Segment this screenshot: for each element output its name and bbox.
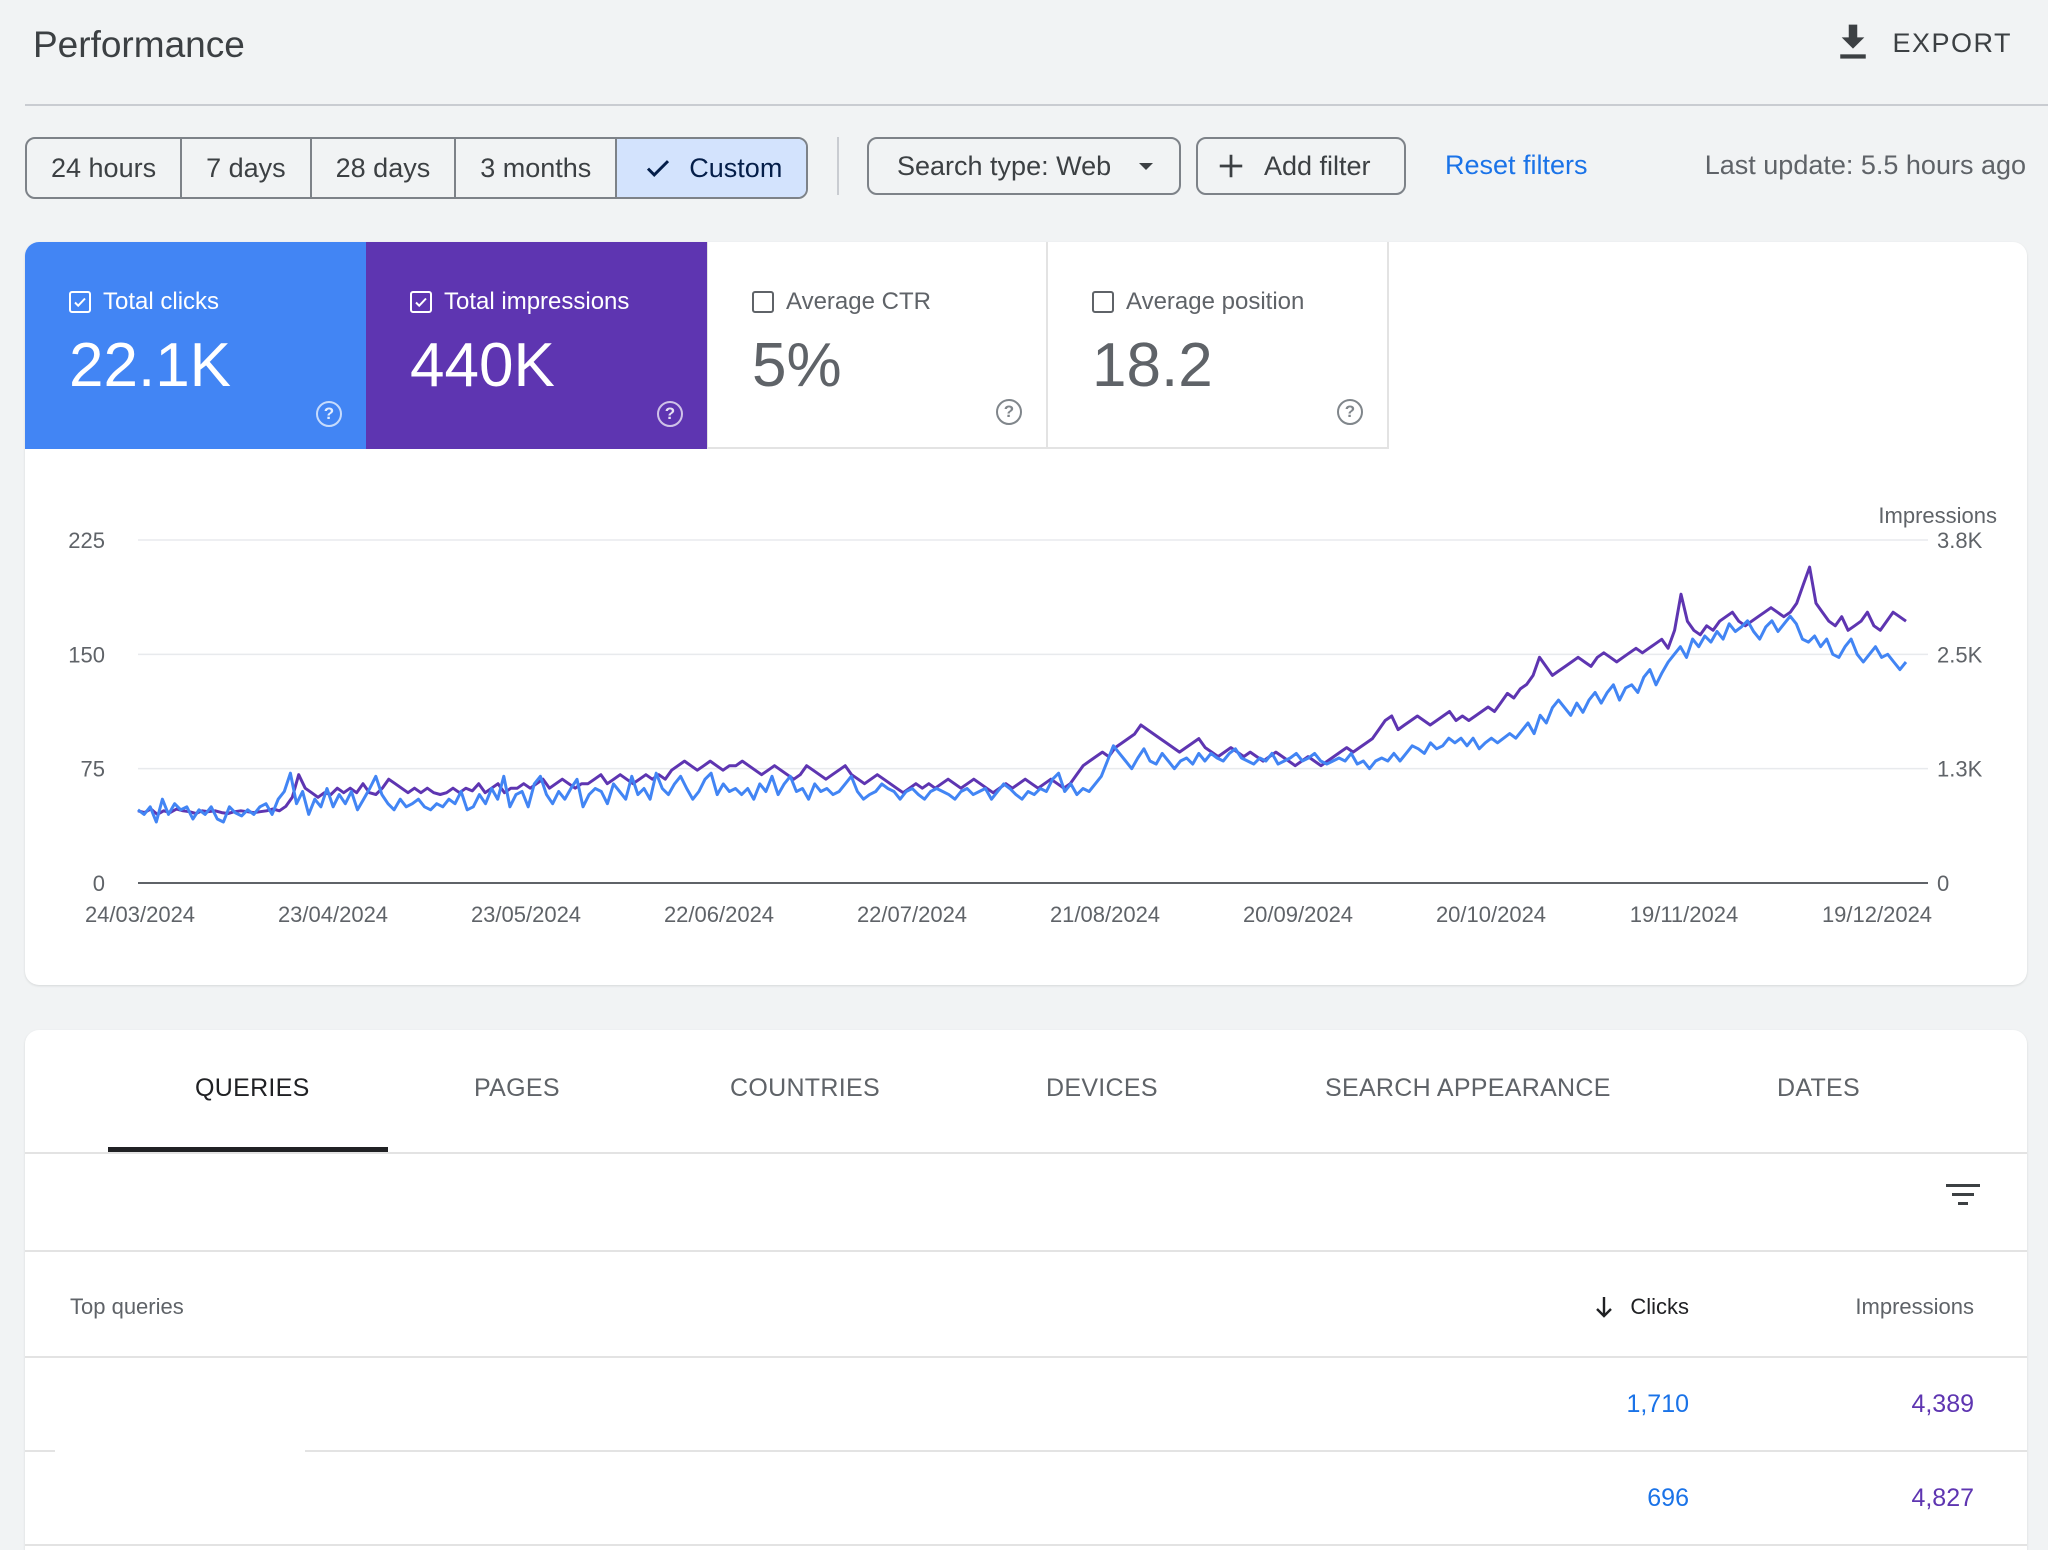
metric-name: Total impressions bbox=[444, 288, 630, 315]
range-28-days[interactable]: 28 days bbox=[312, 139, 457, 197]
export-label: EXPORT bbox=[1892, 27, 2012, 58]
range-3-months[interactable]: 3 months bbox=[456, 139, 618, 197]
right-tick-label: 0 bbox=[1937, 871, 1949, 896]
range-7-days[interactable]: 7 days bbox=[182, 139, 312, 197]
right-axis-title: Impressions bbox=[1878, 503, 1997, 528]
metric-value: 440K bbox=[410, 331, 555, 400]
column-impressions[interactable]: Impressions bbox=[1855, 1294, 1974, 1319]
metric-label: Total clicks bbox=[69, 288, 219, 316]
arrow-down-icon bbox=[1596, 1297, 1613, 1318]
x-tick-label: 22/07/2024 bbox=[857, 902, 967, 927]
active-tab-indicator bbox=[108, 1147, 388, 1152]
range-label: 3 months bbox=[480, 152, 592, 183]
export-button[interactable]: EXPORT bbox=[1836, 24, 2012, 62]
performance-line-chart: 00751.3K1502.5K2253.8KClicksImpressions2… bbox=[25, 449, 2027, 985]
metric-total-clicks[interactable]: Total clicks 22.1K ? bbox=[25, 242, 366, 449]
help-icon[interactable]: ? bbox=[996, 399, 1022, 425]
table-row[interactable]: 696 4,827 bbox=[25, 1452, 2027, 1546]
date-range-selector: 24 hours 7 days 28 days 3 months Custom bbox=[25, 137, 809, 199]
row-impressions: 4,827 bbox=[1911, 1484, 1974, 1512]
range-label: Custom bbox=[689, 152, 783, 183]
search-type-label: Search type: Web bbox=[897, 150, 1112, 181]
reset-filters-link[interactable]: Reset filters bbox=[1445, 150, 1588, 180]
last-update-text: Last update: 5.5 hours ago bbox=[1704, 150, 2026, 180]
tab-queries[interactable]: QUERIES bbox=[195, 1074, 310, 1102]
table-toolbar bbox=[25, 1152, 2027, 1252]
checkbox-checked-icon[interactable] bbox=[410, 291, 432, 313]
column-clicks[interactable]: Clicks bbox=[1592, 1294, 1689, 1320]
range-label: 7 days bbox=[206, 152, 286, 183]
metric-value: 18.2 bbox=[1092, 331, 1213, 400]
right-tick-label: 3.8K bbox=[1937, 528, 1983, 553]
x-tick-label: 22/06/2024 bbox=[664, 902, 774, 927]
tab-pages[interactable]: PAGES bbox=[474, 1074, 560, 1102]
column-top-queries[interactable]: Top queries bbox=[70, 1294, 184, 1319]
download-icon bbox=[1840, 24, 1867, 59]
checkbox-unchecked-icon[interactable] bbox=[1092, 291, 1114, 313]
help-icon[interactable]: ? bbox=[1337, 399, 1363, 425]
page-header: Performance EXPORT bbox=[25, 0, 2048, 106]
chart-svg: 00751.3K1502.5K2253.8KClicksImpressions2… bbox=[68, 503, 1997, 927]
range-24-hours[interactable]: 24 hours bbox=[27, 139, 183, 197]
caret-down-icon bbox=[1139, 162, 1154, 170]
metric-label: Total impressions bbox=[410, 288, 629, 316]
filter-list-icon[interactable] bbox=[1945, 1180, 1981, 1210]
tab-search-appearance[interactable]: SEARCH APPEARANCE bbox=[1325, 1074, 1611, 1102]
metric-name: Average CTR bbox=[786, 288, 931, 315]
add-filter-label: Add filter bbox=[1264, 150, 1371, 181]
metric-name: Total clicks bbox=[103, 288, 220, 315]
metric-average-ctr[interactable]: Average CTR 5% ? bbox=[707, 242, 1048, 449]
help-icon[interactable]: ? bbox=[657, 401, 683, 427]
checkmark-icon bbox=[647, 160, 670, 177]
x-tick-label: 23/05/2024 bbox=[471, 902, 581, 927]
column-clicks-label: Clicks bbox=[1630, 1294, 1689, 1319]
dimension-table-card: QUERIES PAGES COUNTRIES DEVICES SEARCH A… bbox=[25, 1030, 2027, 1550]
x-tick-label: 21/08/2024 bbox=[1050, 902, 1160, 927]
tab-devices[interactable]: DEVICES bbox=[1046, 1074, 1158, 1102]
metric-label: Average CTR bbox=[752, 288, 931, 316]
checkbox-unchecked-icon[interactable] bbox=[752, 291, 774, 313]
add-filter-button[interactable]: Add filter bbox=[1196, 137, 1406, 195]
table-row[interactable]: 1,710 4,389 bbox=[25, 1358, 2027, 1452]
metric-value: 5% bbox=[752, 331, 842, 400]
help-icon[interactable]: ? bbox=[316, 401, 342, 427]
row-impressions: 4,389 bbox=[1911, 1390, 1974, 1418]
row-clicks: 1,710 bbox=[1626, 1390, 1689, 1418]
x-tick-label: 19/12/2024 bbox=[1822, 902, 1932, 927]
metric-value: 22.1K bbox=[69, 331, 232, 400]
performance-chart-card: Total clicks 22.1K ? Total impressions 4… bbox=[25, 242, 2027, 985]
right-tick-label: 2.5K bbox=[1937, 642, 1983, 667]
range-custom[interactable]: Custom bbox=[617, 139, 807, 197]
filter-divider bbox=[837, 137, 839, 195]
left-tick-label: 150 bbox=[68, 642, 105, 667]
x-tick-label: 23/04/2024 bbox=[278, 902, 388, 927]
x-tick-label: 20/10/2024 bbox=[1436, 902, 1546, 927]
left-tick-label: 0 bbox=[93, 871, 105, 896]
impressions-series-line bbox=[137, 565, 1907, 816]
x-tick-label: 19/11/2024 bbox=[1630, 902, 1738, 927]
tab-dates[interactable]: DATES bbox=[1777, 1074, 1860, 1102]
tab-countries[interactable]: COUNTRIES bbox=[730, 1074, 880, 1102]
range-label: 24 hours bbox=[51, 152, 157, 183]
metric-total-impressions[interactable]: Total impressions 440K ? bbox=[366, 242, 707, 449]
dimension-tabs: QUERIES PAGES COUNTRIES DEVICES SEARCH A… bbox=[25, 1030, 2027, 1154]
page-title: Performance bbox=[33, 24, 245, 65]
row-clicks: 696 bbox=[1647, 1484, 1689, 1512]
plus-icon bbox=[1219, 154, 1243, 178]
search-type-dropdown[interactable]: Search type: Web bbox=[867, 137, 1181, 195]
metric-name: Average position bbox=[1126, 288, 1305, 315]
range-label: 28 days bbox=[335, 152, 431, 183]
left-tick-label: 225 bbox=[68, 528, 105, 553]
x-tick-label: 24/03/2024 bbox=[85, 902, 195, 927]
checkbox-checked-icon[interactable] bbox=[69, 291, 91, 313]
metric-label: Average position bbox=[1092, 288, 1304, 316]
right-tick-label: 1.3K bbox=[1937, 757, 1983, 782]
clicks-series-line bbox=[137, 614, 1908, 824]
metric-average-position[interactable]: Average position 18.2 ? bbox=[1048, 242, 1389, 449]
left-tick-label: 75 bbox=[81, 757, 105, 782]
x-tick-label: 20/09/2024 bbox=[1243, 902, 1353, 927]
row-divider-gap bbox=[55, 1448, 305, 1452]
table-header: Top queries Clicks Impressions bbox=[25, 1250, 2027, 1358]
